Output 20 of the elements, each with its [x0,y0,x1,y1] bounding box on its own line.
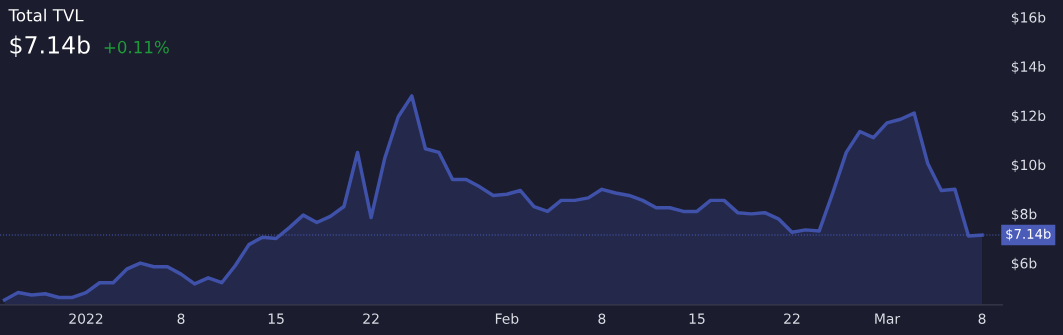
y-tick-label: $6b [1011,257,1037,271]
y-tick-label: $10b [1011,159,1046,173]
x-tick-label: 8 [598,313,606,324]
x-tick-label: 22 [784,313,800,324]
x-tick-label: 15 [689,313,705,324]
y-tick-label: $12b [1011,110,1046,123]
y-tick-label: $16b [1011,11,1046,25]
x-tick-label: Feb [495,313,519,324]
text: $7.14b [10,35,90,57]
y-tick-label: $14b [1011,61,1046,74]
ref-line-label: $7.14b [1006,228,1051,241]
x-tick-label: 15 [268,313,284,324]
x-tick-label: Mar [875,313,901,324]
x-tick-label: 2022 [69,313,103,324]
x-tick-label: 22 [363,313,379,324]
y-tick-label: $8b [1011,208,1037,222]
x-tick-label: 8 [177,313,185,324]
x-tick-label: 8 [978,313,986,324]
chart-title: Total TVL [8,8,84,22]
annotation: +0.11% [104,40,169,54]
